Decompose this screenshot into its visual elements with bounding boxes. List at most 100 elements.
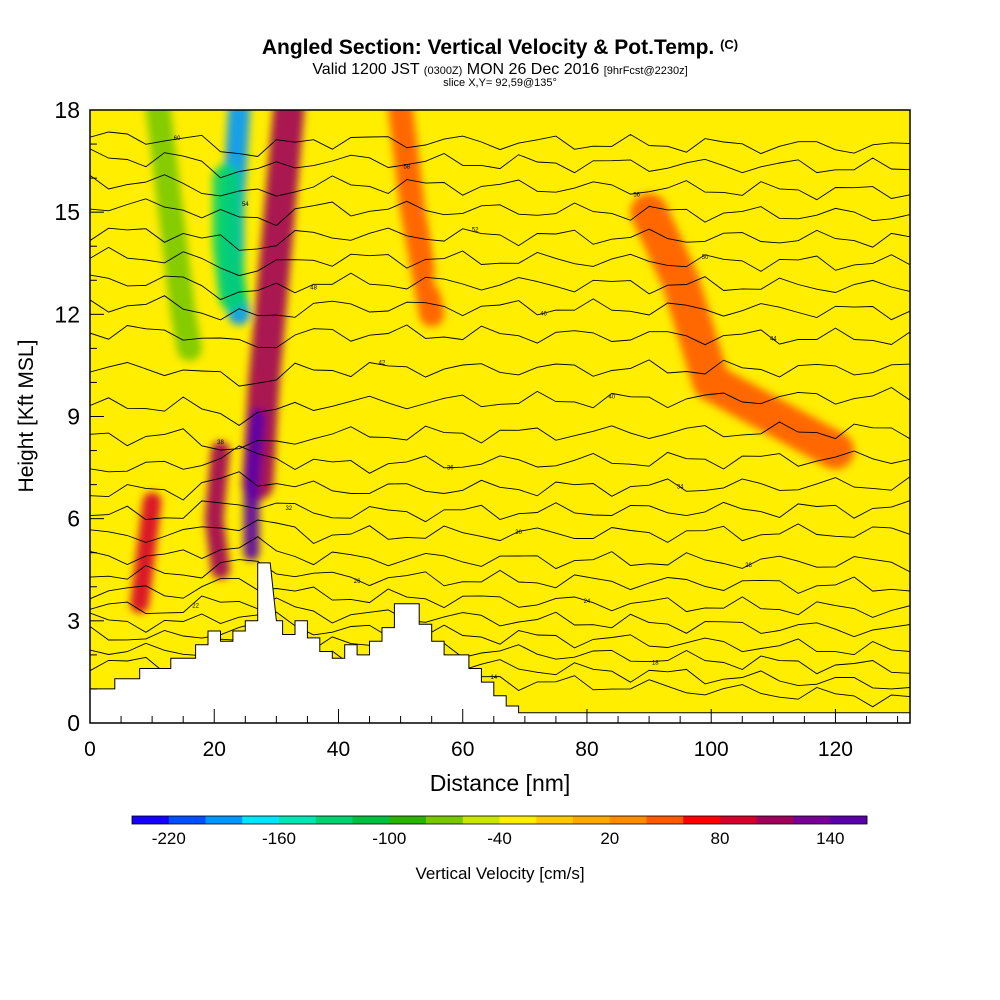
velocity-feature-4 bbox=[243, 408, 266, 561]
contour-line-34 bbox=[90, 471, 910, 501]
colorbar-tick-label-5: 80 bbox=[711, 829, 730, 848]
contour-label-24: 24 bbox=[584, 599, 591, 605]
contour-line-36 bbox=[90, 445, 910, 474]
contour-line-38 bbox=[90, 421, 910, 451]
contour-line-54 bbox=[90, 198, 910, 227]
colorbar-label: Vertical Velocity [cm/s] bbox=[415, 864, 585, 883]
colorbar-swatch-11 bbox=[536, 816, 574, 824]
colorbar-tick-label-0: -220 bbox=[152, 829, 186, 848]
x-tick-label-80: 80 bbox=[575, 738, 598, 761]
velocity-feature-6 bbox=[130, 492, 162, 614]
y-tick-label-3: 3 bbox=[67, 608, 80, 634]
contour-line-20 bbox=[90, 611, 910, 656]
valid-date: MON 26 Dec 2016 bbox=[466, 61, 600, 78]
y-tick-label-6: 6 bbox=[67, 506, 80, 532]
contour-line-32 bbox=[90, 500, 910, 523]
colorbar-swatch-16 bbox=[720, 816, 758, 824]
x-axis: 0 20 40 60 80 100 120 bbox=[84, 709, 899, 761]
colorbar-tick-label-2: -100 bbox=[372, 829, 406, 848]
contour-line-30 bbox=[90, 519, 910, 545]
colorbar-tick-label-3: -40 bbox=[487, 829, 512, 848]
contour-line-52 bbox=[90, 227, 910, 251]
colorbar-swatch-18 bbox=[793, 816, 831, 824]
plot-area: 60 58 56 54 52 50 48 46 44 42 40 38 36 34 32 30 28 26 24 22… bbox=[90, 110, 910, 723]
y-tick-label-12: 12 bbox=[54, 301, 80, 327]
y-axis: 0 3 6 9 12 15 18 bbox=[54, 97, 104, 736]
contour-line-24 bbox=[90, 578, 910, 618]
contour-line-58 bbox=[90, 148, 910, 179]
contour-line-60 bbox=[90, 131, 910, 157]
colorbar-swatch-13 bbox=[609, 816, 647, 824]
colorbar-swatch-2 bbox=[205, 816, 243, 824]
y-tick-label-0: 0 bbox=[67, 710, 80, 736]
colorbar-swatch-17 bbox=[756, 816, 794, 824]
contour-line-42 bbox=[90, 359, 910, 387]
valid-prefix: Valid 1200 JST bbox=[312, 61, 420, 78]
contour-line-56 bbox=[90, 174, 910, 201]
colorbar-swatch-1 bbox=[168, 816, 206, 824]
contour-label-28: 28 bbox=[745, 563, 752, 569]
colorbar-swatch-9 bbox=[462, 816, 500, 824]
contour-label-38: 38 bbox=[217, 440, 224, 446]
x-tick-label-40: 40 bbox=[327, 738, 350, 761]
colorbar-swatch-12 bbox=[573, 816, 611, 824]
velocity-feature-5 bbox=[204, 441, 230, 580]
colorbar-swatch-14 bbox=[646, 816, 684, 824]
contour-line-26 bbox=[90, 559, 910, 594]
contour-label-56: 56 bbox=[633, 192, 640, 198]
contour-label-30: 30 bbox=[515, 530, 522, 536]
contour-line-22 bbox=[90, 595, 910, 638]
colorbar-swatch-10 bbox=[499, 816, 537, 824]
contour-label-52: 52 bbox=[472, 228, 479, 234]
utc-tag: (0300Z) bbox=[423, 65, 463, 77]
colorbar-tick-label-1: -160 bbox=[262, 829, 296, 848]
contour-label-14: 14 bbox=[490, 675, 497, 681]
contour-label-32: 32 bbox=[285, 506, 292, 512]
terrain-profile bbox=[90, 562, 910, 723]
velocity-feature-0 bbox=[145, 110, 202, 361]
contour-line-44 bbox=[90, 324, 910, 349]
colorbar-frame bbox=[131, 815, 868, 825]
contour-line-40 bbox=[90, 386, 910, 426]
contour-label-40: 40 bbox=[608, 395, 615, 401]
y-axis-label: Height [Kft MSL] bbox=[15, 340, 38, 493]
colorbar-swatch-6 bbox=[352, 816, 390, 824]
colorbar-tick-label-4: 20 bbox=[600, 829, 619, 848]
chart-title-main: Angled Section: Vertical Velocity & Pot.… bbox=[261, 36, 715, 59]
colorbar-swatch-5 bbox=[315, 816, 353, 824]
contour-line-48 bbox=[90, 272, 910, 301]
colorbar-swatch-7 bbox=[389, 816, 427, 824]
contour-label-26: 26 bbox=[354, 579, 361, 585]
colorbar: -220 -160 -100 -40 20 80 140 bbox=[131, 815, 868, 848]
contour-label-46: 46 bbox=[540, 311, 547, 317]
contour-label-18: 18 bbox=[652, 661, 659, 667]
colorbar-swatch-0 bbox=[132, 816, 170, 824]
contour-label-58: 58 bbox=[403, 164, 410, 170]
y-tick-label-15: 15 bbox=[54, 199, 80, 225]
forecast-tag: [9hrFcst@2230z] bbox=[603, 65, 688, 77]
x-tick-label-100: 100 bbox=[694, 738, 729, 761]
contour-line-16 bbox=[90, 638, 910, 690]
contour-line-46 bbox=[90, 295, 910, 321]
velocity-features bbox=[130, 110, 855, 614]
contour-label-44: 44 bbox=[770, 336, 777, 342]
contour-label-42: 42 bbox=[379, 361, 386, 367]
chart-title-unit-tag: (C) bbox=[720, 37, 739, 52]
contour-label-54: 54 bbox=[242, 202, 249, 208]
y-tick-label-18: 18 bbox=[54, 97, 80, 123]
contour-label-50: 50 bbox=[702, 255, 709, 261]
y-tick-label-9: 9 bbox=[67, 404, 80, 430]
colorbar-tick-label-6: 140 bbox=[816, 829, 844, 848]
colorbar-swatch-15 bbox=[683, 816, 721, 824]
colorbar-swatch-3 bbox=[242, 816, 280, 824]
contour-line-28 bbox=[90, 536, 910, 573]
x-tick-label-120: 120 bbox=[818, 738, 853, 761]
contour-label-60: 60 bbox=[174, 136, 181, 142]
velocity-feature-7 bbox=[388, 110, 445, 327]
velocity-feature-9 bbox=[630, 193, 855, 470]
colorbar-swatch-4 bbox=[279, 816, 317, 824]
velocity-feature-2 bbox=[212, 164, 247, 312]
colorbar-swatch-19 bbox=[830, 816, 868, 824]
contour-label-34: 34 bbox=[677, 484, 684, 490]
